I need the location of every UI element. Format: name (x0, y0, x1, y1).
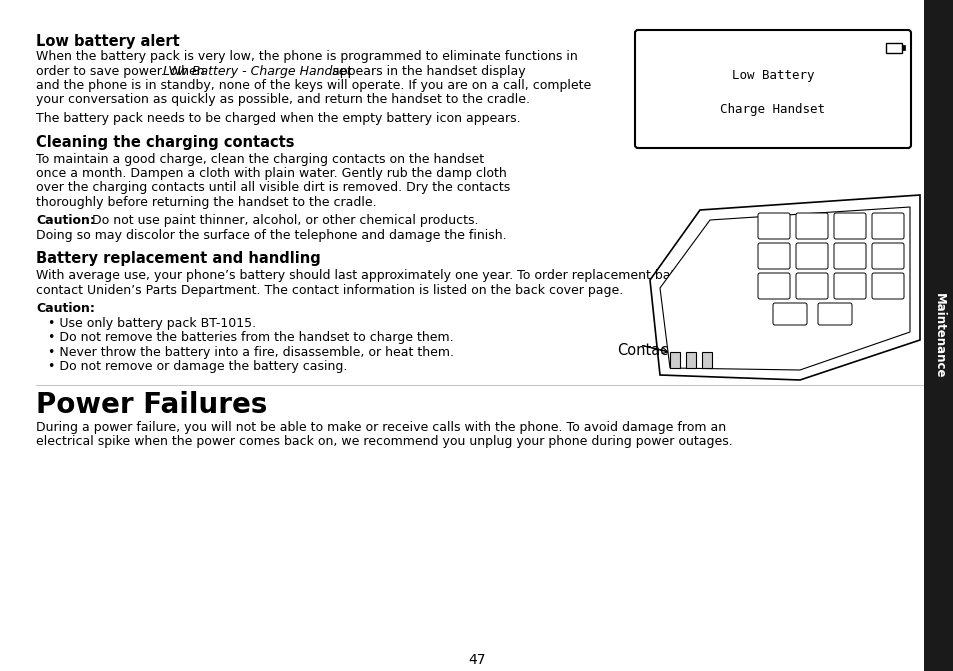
FancyBboxPatch shape (833, 273, 865, 299)
Polygon shape (649, 195, 919, 380)
Polygon shape (659, 207, 909, 370)
Text: Contacts: Contacts (617, 343, 681, 358)
FancyBboxPatch shape (772, 303, 806, 325)
Text: During a power failure, you will not be able to make or receive calls with the p: During a power failure, you will not be … (36, 421, 725, 434)
Text: contact Uniden’s Parts Department. The contact information is listed on the back: contact Uniden’s Parts Department. The c… (36, 284, 622, 297)
Text: electrical spike when the power comes back on, we recommend you unplug your phon: electrical spike when the power comes ba… (36, 435, 732, 448)
Text: and the phone is in standby, none of the keys will operate. If you are on a call: and the phone is in standby, none of the… (36, 79, 591, 92)
Bar (669, 352, 679, 368)
Text: Low Battery: Low Battery (731, 69, 814, 82)
Text: Caution:: Caution: (36, 215, 94, 227)
Text: Doing so may discolor the surface of the telephone and damage the finish.: Doing so may discolor the surface of the… (36, 229, 506, 242)
FancyBboxPatch shape (871, 273, 903, 299)
Text: 47: 47 (468, 653, 485, 667)
Text: order to save power. When: order to save power. When (36, 64, 209, 77)
Text: over the charging contacts until all visible dirt is removed. Dry the contacts: over the charging contacts until all vis… (36, 181, 510, 195)
Text: To maintain a good charge, clean the charging contacts on the handset: To maintain a good charge, clean the cha… (36, 152, 483, 166)
Text: • Do not remove the batteries from the handset to charge them.: • Do not remove the batteries from the h… (44, 331, 453, 344)
Text: When the battery pack is very low, the phone is programmed to eliminate function: When the battery pack is very low, the p… (36, 50, 578, 63)
Text: Do not use paint thinner, alcohol, or other chemical products.: Do not use paint thinner, alcohol, or ot… (88, 215, 478, 227)
FancyBboxPatch shape (635, 30, 910, 148)
FancyBboxPatch shape (833, 243, 865, 269)
FancyBboxPatch shape (795, 243, 827, 269)
FancyBboxPatch shape (758, 243, 789, 269)
FancyBboxPatch shape (795, 213, 827, 239)
Text: thoroughly before returning the handset to the cradle.: thoroughly before returning the handset … (36, 196, 376, 209)
Text: appears in the handset display: appears in the handset display (328, 64, 525, 77)
Text: With average use, your phone’s battery should last approximately one year. To or: With average use, your phone’s battery s… (36, 270, 760, 282)
FancyBboxPatch shape (758, 213, 789, 239)
FancyBboxPatch shape (871, 213, 903, 239)
Text: your conversation as quickly as possible, and return the handset to the cradle.: your conversation as quickly as possible… (36, 93, 530, 107)
Text: The battery pack needs to be charged when the empty battery icon appears.: The battery pack needs to be charged whe… (36, 112, 520, 125)
Text: Cleaning the charging contacts: Cleaning the charging contacts (36, 134, 294, 150)
FancyBboxPatch shape (758, 273, 789, 299)
Text: Caution:: Caution: (36, 303, 94, 315)
Text: • Do not remove or damage the battery casing.: • Do not remove or damage the battery ca… (44, 360, 347, 374)
FancyBboxPatch shape (833, 213, 865, 239)
Text: Charge Handset: Charge Handset (720, 103, 824, 115)
Text: • Use only battery pack BT-1015.: • Use only battery pack BT-1015. (44, 317, 255, 330)
Bar (923, 0, 953, 671)
Text: Maintenance: Maintenance (931, 293, 944, 378)
Bar (885, 43, 901, 53)
Text: once a month. Dampen a cloth with plain water. Gently rub the damp cloth: once a month. Dampen a cloth with plain … (36, 167, 506, 180)
Bar (901, 45, 904, 50)
Text: Low Battery - Charge Handset: Low Battery - Charge Handset (163, 64, 351, 77)
Text: Low battery alert: Low battery alert (36, 34, 179, 49)
Bar (685, 352, 696, 368)
FancyBboxPatch shape (817, 303, 851, 325)
FancyBboxPatch shape (871, 243, 903, 269)
Text: Power Failures: Power Failures (36, 391, 267, 419)
Text: Battery replacement and handling: Battery replacement and handling (36, 252, 320, 266)
Bar (701, 352, 711, 368)
Text: • Never throw the battery into a fire, disassemble, or heat them.: • Never throw the battery into a fire, d… (44, 346, 454, 359)
FancyBboxPatch shape (795, 273, 827, 299)
